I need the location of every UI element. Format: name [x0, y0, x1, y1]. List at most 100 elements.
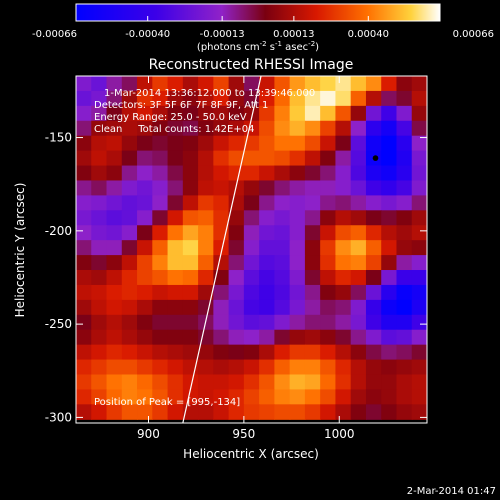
- heatmap-cell: [213, 344, 230, 361]
- heatmap-cell: [335, 359, 352, 376]
- heatmap-cell: [76, 374, 92, 391]
- heatmap-cell: [289, 255, 306, 271]
- heatmap-cell: [228, 329, 245, 346]
- heatmap-cell: [381, 270, 398, 286]
- heatmap-cell: [365, 105, 382, 122]
- footer-timestamp: 2-Mar-2014 01:47: [407, 486, 496, 497]
- heatmap-cell: [182, 90, 199, 107]
- heatmap-cell: [137, 165, 153, 182]
- heatmap-cell: [121, 135, 138, 152]
- heatmap-cell: [396, 135, 413, 152]
- heatmap-cell: [152, 210, 169, 226]
- heatmap-cell: [350, 105, 367, 122]
- heatmap-cell: [243, 210, 260, 226]
- heatmap-cell: [320, 90, 337, 107]
- heatmap-cell: [121, 404, 138, 420]
- heatmap-cell: [274, 404, 291, 420]
- heatmap-cell: [182, 314, 199, 331]
- heatmap-cell: [106, 180, 123, 196]
- heatmap-cell: [259, 314, 275, 331]
- axis-ticks: 900 950 1000 -150 -200 -250 -300: [45, 76, 427, 441]
- heatmap-cell: [243, 165, 260, 182]
- heatmap-cell: [198, 270, 214, 286]
- heatmap-cell: [167, 284, 184, 301]
- heatmap-cell: [274, 389, 291, 405]
- heatmap-cell: [381, 359, 398, 376]
- heatmap-cell: [76, 344, 92, 361]
- heatmap-cell: [228, 165, 245, 182]
- heatmap-cell: [411, 270, 427, 286]
- heatmap-cell: [320, 299, 337, 316]
- heatmap-cell: [289, 90, 306, 107]
- heatmap-cell: [411, 135, 427, 152]
- heatmap-cell: [76, 284, 92, 301]
- heatmap-cell: [106, 374, 123, 391]
- heatmap-cell: [121, 225, 138, 241]
- heatmap-cell: [167, 90, 184, 107]
- heatmap-cell: [76, 135, 92, 152]
- heatmap-cell: [243, 284, 260, 301]
- heatmap-cell: [76, 299, 92, 316]
- heatmap-cell: [259, 240, 275, 256]
- heatmap-cell: [152, 76, 169, 92]
- heatmap-cell: [320, 374, 337, 391]
- heatmap-cell: [137, 210, 153, 226]
- heatmap-cell: [320, 165, 337, 182]
- heatmap-cell: [182, 225, 199, 241]
- heatmap-cell: [213, 404, 230, 420]
- heatmap-cell: [289, 284, 306, 301]
- heatmap-cell: [365, 135, 382, 152]
- heatmap-cell: [335, 195, 352, 211]
- heatmap-cell: [76, 120, 92, 137]
- heatmap-cell: [228, 210, 245, 226]
- heatmap-cell: [213, 165, 230, 182]
- heatmap-cell: [76, 255, 92, 271]
- heatmap-cell: [198, 195, 214, 211]
- heatmap-cell: [137, 180, 153, 196]
- y-tick-label: -250: [45, 317, 72, 331]
- heatmap-cell: [304, 180, 321, 196]
- heatmap-cell: [259, 270, 275, 286]
- heatmap-cell: [411, 165, 427, 182]
- heatmap-cell: [167, 314, 184, 331]
- heatmap-cell: [91, 284, 108, 301]
- heatmap-cell: [213, 299, 230, 316]
- heatmap-cell: [350, 225, 367, 241]
- heatmap-cell: [350, 120, 367, 137]
- heatmap-cell: [365, 359, 382, 376]
- heatmap-cell: [396, 210, 413, 226]
- heatmap-cell: [350, 135, 367, 152]
- heatmap-cell: [243, 180, 260, 196]
- heatmap-cell: [91, 135, 108, 152]
- heatmap-cell: [243, 76, 260, 92]
- heatmap-cell: [228, 150, 245, 167]
- heatmap-cell: [182, 344, 199, 361]
- heatmap-cell: [152, 150, 169, 167]
- heatmap-cell: [152, 135, 169, 152]
- heatmap-cell: [320, 120, 337, 137]
- y-tick-label: -300: [45, 410, 72, 424]
- heatmap-cell: [274, 314, 291, 331]
- heatmap-cell: [91, 329, 108, 346]
- heatmap-cell: [304, 120, 321, 137]
- heatmap-cell: [335, 180, 352, 196]
- heatmap-cell: [76, 210, 92, 226]
- heatmap-cell: [304, 76, 321, 92]
- heatmap-cell: [121, 389, 138, 405]
- colorbar-units: (photons cm-2 s-1 asec-2): [197, 40, 319, 53]
- heatmap-cell: [213, 180, 230, 196]
- heatmap-cell: [274, 225, 291, 241]
- heatmap-cell: [335, 165, 352, 182]
- limb-line: [182, 76, 262, 423]
- heatmap-cell: [335, 329, 352, 346]
- heatmap-cell: [243, 389, 260, 405]
- heatmap-cell: [381, 210, 398, 226]
- heatmap-cell: [228, 299, 245, 316]
- heatmap-cell: [365, 180, 382, 196]
- heatmap-cell: [365, 329, 382, 346]
- heatmap-cell: [228, 284, 245, 301]
- heatmap-cell: [335, 120, 352, 137]
- heatmap-cell: [228, 135, 245, 152]
- heatmap-cell: [350, 240, 367, 256]
- heatmap-cell: [304, 329, 321, 346]
